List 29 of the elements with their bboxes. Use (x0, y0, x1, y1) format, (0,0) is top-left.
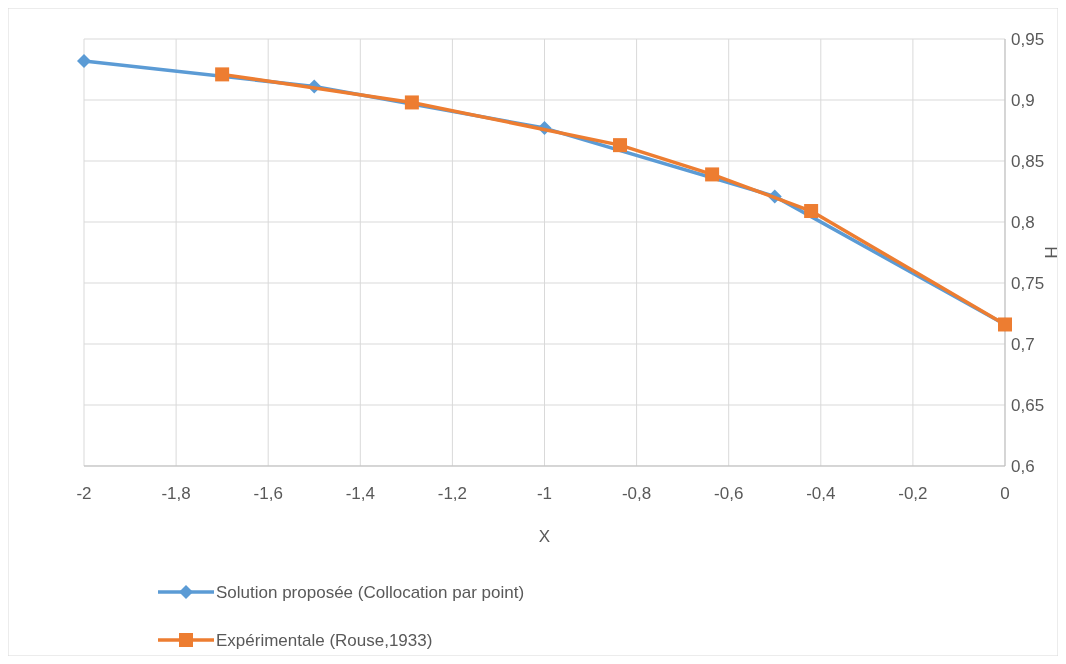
point (705, 167, 720, 182)
y-tick-label: 0,8 (1011, 213, 1035, 232)
point (613, 138, 628, 153)
x-tick-label: -1 (536, 484, 553, 503)
x-tick-label: -0,2 (898, 484, 928, 503)
y-tick-label: 0,9 (1011, 91, 1035, 110)
legend-label: Solution proposée (Collocation par point) (216, 583, 525, 602)
legend-label: Expérimentale (Rouse,1933) (216, 631, 433, 650)
y-tick-label: 0,75 (1011, 274, 1045, 293)
x-tick-label: -2 (76, 484, 92, 503)
x-tick-label: -0,8 (621, 484, 652, 503)
y-tick-label: 0,85 (1011, 152, 1045, 171)
point (404, 95, 419, 110)
y-tick-label: 0,6 (1011, 457, 1035, 476)
x-tick-label: -1,4 (345, 484, 375, 503)
x-tick-label: -1,8 (161, 484, 191, 503)
x-tick-label: -1,2 (437, 484, 468, 503)
point (804, 204, 819, 219)
y-axis-title: H (1041, 246, 1060, 259)
y-tick-label: 0,95 (1011, 30, 1045, 49)
point (215, 67, 230, 82)
y-tick-label: 0,65 (1011, 396, 1045, 415)
y-tick-label: 0,7 (1011, 335, 1035, 354)
point (77, 53, 91, 68)
x-tick-label: 0 (1000, 484, 1010, 503)
x-tick-label: -0,6 (714, 484, 744, 503)
x-axis-title: X (538, 527, 551, 546)
x-tick-label: -0,4 (806, 484, 836, 503)
x-tick-label: -1,6 (253, 484, 283, 503)
